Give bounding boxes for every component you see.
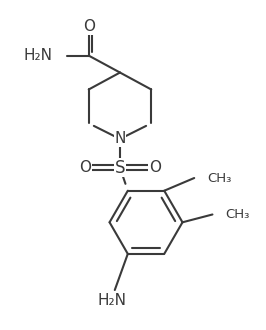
Text: O: O — [149, 160, 161, 175]
Text: CH₃: CH₃ — [226, 208, 250, 221]
Text: O: O — [83, 19, 95, 34]
Text: S: S — [115, 159, 125, 177]
Text: O: O — [79, 160, 91, 175]
Text: H₂N: H₂N — [23, 48, 52, 63]
Text: CH₃: CH₃ — [207, 172, 232, 184]
Text: N: N — [114, 131, 126, 147]
Text: H₂N: H₂N — [98, 293, 127, 308]
